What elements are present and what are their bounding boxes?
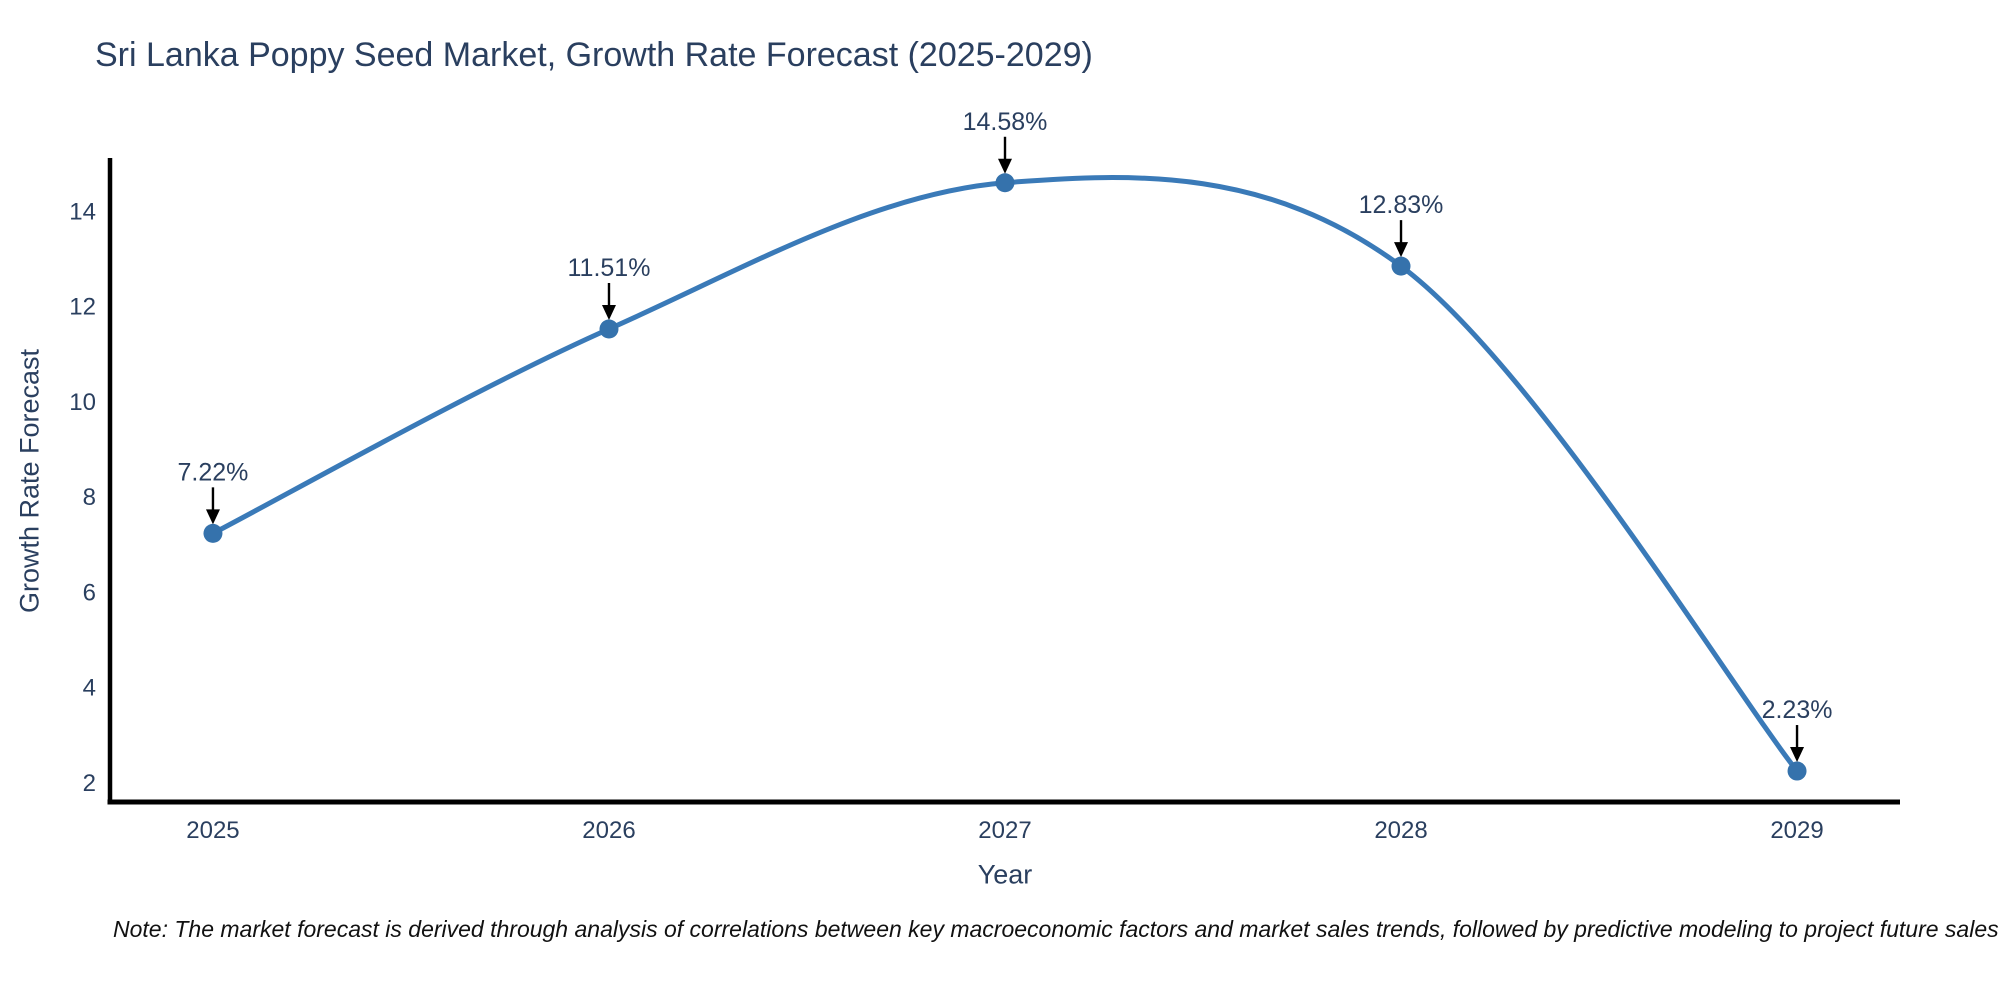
annotation-arrow-head [1394,242,1409,258]
y-tick-label: 6 [83,579,96,606]
x-tick-label: 2026 [582,817,635,844]
y-tick-label: 14 [69,198,96,225]
x-tick-label: 2028 [1374,817,1427,844]
x-tick-label: 2025 [186,817,239,844]
annotation-arrow-head [1790,747,1805,763]
data-point-marker [1391,256,1411,276]
annotation-label: 11.51% [568,254,651,282]
footnote: Note: The market forecast is derived thr… [113,916,1999,942]
data-point-marker [1787,761,1807,781]
annotation-arrow-head [998,158,1012,174]
y-tick-label: 12 [69,294,96,321]
annotation-label: 12.83% [1359,191,1444,219]
y-tick-label: 2 [83,770,96,797]
x-axis-title: Year [977,859,1033,890]
annotation-arrow-head [601,305,616,321]
data-point-marker [203,523,223,543]
chart-title: Sri Lanka Poppy Seed Market, Growth Rate… [95,36,1093,74]
y-tick-label: 4 [83,675,96,702]
annotation-arrow-head [205,509,220,525]
x-tick-label: 2027 [978,817,1031,844]
forecast-line [210,175,1800,774]
x-tick-label: 2029 [1770,817,1823,844]
data-point-marker [995,173,1015,193]
y-tick-label: 8 [83,484,96,511]
y-axis-title: Growth Rate Forecast [14,348,45,614]
annotation-label: 14.58% [963,108,1048,136]
y-tick-label: 10 [69,389,96,416]
data-point-marker [599,319,619,339]
annotation-label: 7.22% [178,458,249,486]
annotation-label: 2.23% [1762,696,1833,724]
